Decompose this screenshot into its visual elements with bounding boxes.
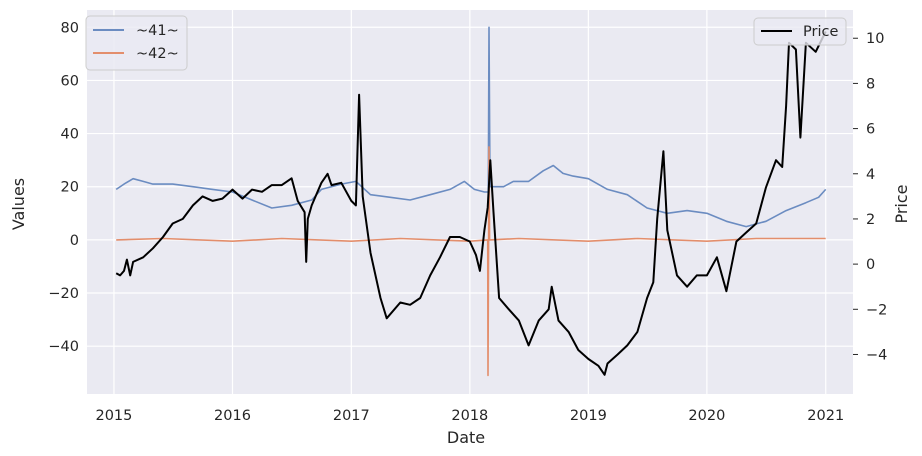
legend-left: ~41~ ~42~ bbox=[85, 15, 188, 71]
y-tick-label: 20 bbox=[61, 180, 79, 196]
x-axis-ticks: 2015 2016 2017 2018 2019 2020 2021 bbox=[95, 408, 844, 424]
x-axis-label: Date bbox=[447, 428, 485, 447]
legend-label-41: ~41~ bbox=[136, 23, 179, 39]
y-tick-label: 80 bbox=[61, 20, 79, 36]
y-axis-ticks: −40 −20 0 20 40 60 80 bbox=[48, 20, 79, 355]
series-line-42 bbox=[116, 146, 826, 377]
y-tick-label: 40 bbox=[61, 127, 79, 143]
y2-tick-label: −2 bbox=[866, 302, 887, 318]
legend-label-price: Price bbox=[803, 24, 838, 40]
y2-tick-label: 10 bbox=[866, 31, 884, 47]
y-tick-label: 0 bbox=[70, 233, 79, 249]
x-tick-label: 2021 bbox=[807, 408, 844, 424]
y-tick-label: 60 bbox=[61, 73, 79, 89]
legend-right: Price bbox=[753, 17, 847, 46]
y-tick-label: −40 bbox=[48, 339, 79, 355]
x-tick-label: 2017 bbox=[333, 408, 370, 424]
x-tick-label: 2015 bbox=[95, 408, 132, 424]
series-line-price bbox=[115, 31, 827, 376]
x-tick-label: 2016 bbox=[214, 408, 251, 424]
x-tick-label: 2020 bbox=[688, 408, 725, 424]
y-axis-label: Values bbox=[9, 178, 28, 230]
y2-tick-label: 6 bbox=[866, 122, 875, 138]
y2-tick-label: 2 bbox=[866, 212, 875, 228]
y2-tick-label: 8 bbox=[866, 76, 875, 92]
y-tick-label: −20 bbox=[48, 286, 79, 302]
x-tick-label: 2019 bbox=[570, 408, 607, 424]
x-tick-label: 2018 bbox=[451, 408, 488, 424]
y2-tick-label: 0 bbox=[866, 257, 875, 273]
y2-tick-label: −4 bbox=[866, 347, 887, 363]
y2-axis-ticks: −4 −2 0 2 4 6 8 10 bbox=[853, 31, 887, 363]
y2-tick-label: 4 bbox=[866, 167, 875, 183]
legend-right-box bbox=[753, 17, 847, 46]
series-layer bbox=[115, 26, 827, 377]
y2-axis-label: Price bbox=[892, 184, 911, 223]
legend-label-42: ~42~ bbox=[136, 46, 179, 62]
